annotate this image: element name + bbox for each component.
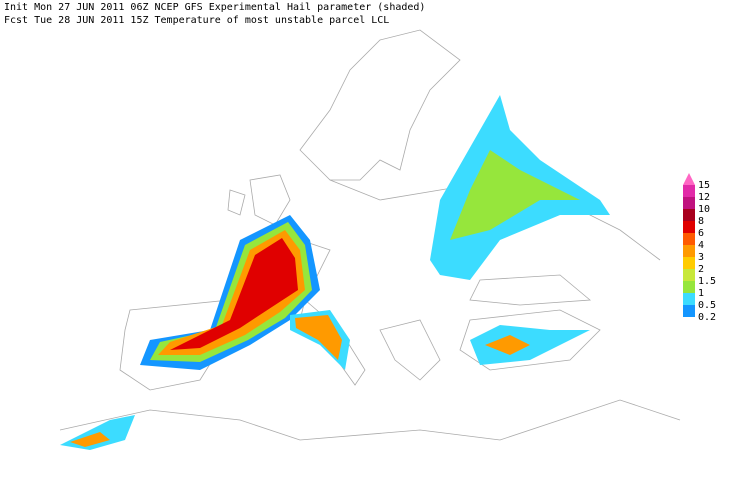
legend-label: 4: [698, 240, 704, 251]
legend-swatch: [683, 233, 695, 245]
legend-swatch: [683, 305, 695, 317]
legend-label: 15: [698, 180, 710, 191]
legend-swatch: [683, 209, 695, 221]
legend-swatch: [683, 293, 695, 305]
legend-label: 10: [698, 204, 710, 215]
legend-label: 12: [698, 192, 710, 203]
legend-swatch: [683, 281, 695, 293]
legend-label: 3: [698, 252, 704, 263]
legend-swatch: [683, 173, 695, 185]
legend-swatch: [683, 197, 695, 209]
hail-shading: [60, 95, 610, 450]
legend-label: 1.5: [698, 276, 716, 287]
header-line: Fcst Tue 28 JUN 2011 15Z Temperature of …: [4, 15, 389, 26]
legend-swatch: [683, 269, 695, 281]
legend-swatch: [683, 257, 695, 269]
legend-swatch: [683, 185, 695, 197]
legend-label: 1: [698, 288, 704, 299]
legend-swatch: [683, 245, 695, 257]
legend-label: 0.5: [698, 300, 716, 311]
legend-label: 6: [698, 228, 704, 239]
coastlines: [59, 29, 681, 441]
legend-swatch: [683, 221, 695, 233]
legend-label: 2: [698, 264, 704, 275]
header-line: Init Mon 27 JUN 2011 06Z NCEP GFS Experi…: [4, 2, 425, 13]
legend-label: 8: [698, 216, 704, 227]
legend-label: 0.2: [698, 312, 716, 323]
